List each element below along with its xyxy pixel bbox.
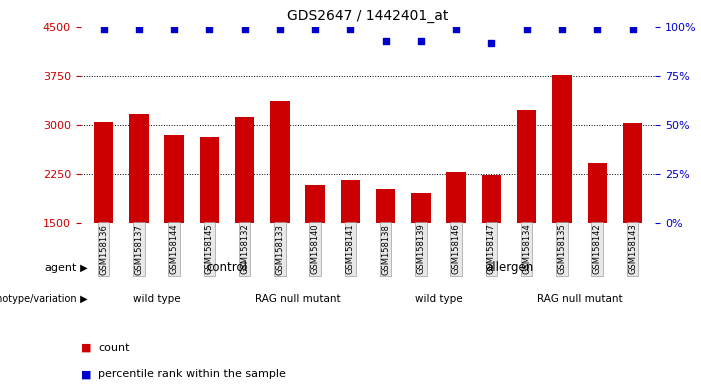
Bar [270, 101, 290, 223]
Bar [200, 137, 219, 223]
Bar [447, 172, 466, 223]
Text: genotype/variation: genotype/variation [0, 293, 77, 304]
Text: GSM158142: GSM158142 [593, 224, 601, 274]
Point [98, 26, 109, 32]
Point [592, 26, 603, 32]
Text: wild type: wild type [415, 293, 463, 304]
Bar [164, 135, 184, 223]
Text: GSM158134: GSM158134 [522, 224, 531, 275]
Text: GSM158140: GSM158140 [311, 224, 320, 274]
Text: GSM158141: GSM158141 [346, 224, 355, 274]
Bar [482, 175, 501, 223]
Point [627, 26, 638, 32]
Point [451, 26, 462, 32]
Bar [517, 110, 536, 223]
Bar [235, 117, 254, 223]
Text: GSM158144: GSM158144 [170, 224, 179, 274]
Text: RAG null mutant: RAG null mutant [254, 293, 340, 304]
Point [133, 26, 144, 32]
Text: count: count [98, 343, 130, 353]
Text: ■: ■ [81, 369, 95, 379]
Bar [376, 189, 395, 223]
Bar [587, 163, 607, 223]
Point [415, 38, 426, 44]
Text: allergen: allergen [485, 262, 533, 274]
Text: GSM158136: GSM158136 [99, 224, 108, 275]
Text: GSM158133: GSM158133 [275, 224, 285, 275]
Text: GSM158146: GSM158146 [451, 224, 461, 275]
Text: GSM158145: GSM158145 [205, 224, 214, 274]
Text: GSM158147: GSM158147 [487, 224, 496, 275]
Title: GDS2647 / 1442401_at: GDS2647 / 1442401_at [287, 9, 449, 23]
Text: GSM158137: GSM158137 [135, 224, 143, 275]
Point [168, 26, 179, 32]
Point [310, 26, 321, 32]
Bar [622, 124, 642, 223]
Point [345, 26, 356, 32]
Text: control: control [207, 262, 247, 274]
Bar [411, 193, 430, 223]
Text: GSM158138: GSM158138 [381, 224, 390, 275]
Bar [129, 114, 149, 223]
Text: ▶: ▶ [77, 263, 88, 273]
Text: GSM158135: GSM158135 [557, 224, 566, 275]
Text: RAG null mutant: RAG null mutant [537, 293, 622, 304]
Text: ■: ■ [81, 343, 95, 353]
Text: GSM158143: GSM158143 [628, 224, 637, 275]
Text: wild type: wild type [132, 293, 180, 304]
Bar [552, 75, 572, 223]
Text: GSM158132: GSM158132 [240, 224, 249, 275]
Point [521, 26, 532, 32]
Point [486, 40, 497, 46]
Point [204, 26, 215, 32]
Bar [341, 180, 360, 223]
Point [557, 26, 568, 32]
Text: percentile rank within the sample: percentile rank within the sample [98, 369, 286, 379]
Bar [306, 185, 325, 223]
Text: GSM158139: GSM158139 [416, 224, 426, 275]
Point [380, 38, 391, 44]
Text: ▶: ▶ [77, 293, 88, 304]
Point [239, 26, 250, 32]
Text: agent: agent [45, 263, 77, 273]
Bar [94, 121, 114, 223]
Point [274, 26, 285, 32]
